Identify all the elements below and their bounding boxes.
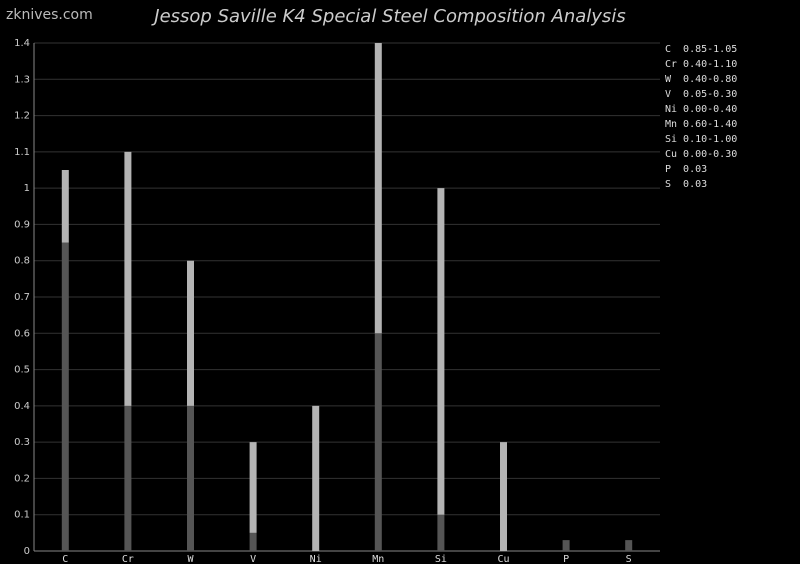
bar-low — [124, 405, 132, 551]
legend-text: Cu 0.00-0.30 — [665, 149, 737, 160]
y-tick-label: 0.1 — [14, 510, 30, 521]
y-tick-label: 0.8 — [14, 256, 30, 267]
legend-text: Cr 0.40-1.10 — [665, 59, 737, 70]
y-tick-label: 0.9 — [14, 219, 30, 230]
legend-text: W 0.40-0.80 — [665, 74, 737, 85]
legend-text: V 0.05-0.30 — [665, 89, 737, 100]
x-tick-label: Cr — [122, 554, 134, 564]
y-tick-label: 0.6 — [14, 328, 30, 339]
x-tick-label: Cu — [497, 554, 509, 564]
bar-range — [124, 151, 132, 406]
bar-low — [187, 405, 194, 551]
bar-range — [61, 170, 69, 243]
bar-low — [249, 532, 257, 551]
x-tick-label: Si — [435, 554, 447, 564]
y-tick-label: 1.1 — [14, 147, 30, 158]
watermark: zknives.com — [6, 7, 93, 23]
x-tick-label: P — [563, 554, 569, 564]
y-tick-label: 0.7 — [14, 292, 30, 303]
x-tick-label: Ni — [310, 554, 322, 564]
legend-text: Mn 0.60-1.40 — [665, 119, 737, 130]
bar-range — [249, 442, 257, 533]
bar-range — [374, 43, 382, 334]
bar-low — [625, 540, 633, 551]
y-tick-label: 0.4 — [14, 401, 30, 412]
bar-range — [312, 405, 320, 551]
bar-low — [374, 333, 382, 551]
legend-text: Si 0.10-1.00 — [665, 134, 737, 145]
x-tick-label: S — [626, 554, 632, 564]
legend-text: C 0.85-1.05 — [665, 44, 737, 55]
x-tick-label: Mn — [372, 554, 384, 564]
bar-range — [437, 188, 445, 515]
x-tick-label: C — [62, 554, 68, 564]
bar-low — [61, 242, 69, 552]
y-tick-label: 1.4 — [14, 38, 30, 49]
legend-text: Ni 0.00-0.40 — [665, 104, 737, 115]
y-tick-label: 0.5 — [14, 365, 30, 376]
y-tick-label: 0.2 — [14, 473, 30, 484]
x-tick-label: W — [187, 554, 194, 564]
chart-title: Jessop Saville K4 Special Steel Composit… — [151, 6, 625, 27]
bar-range — [187, 260, 194, 406]
y-tick-label: 1.2 — [14, 111, 30, 122]
y-tick-label: 0 — [24, 546, 30, 557]
legend-text: P 0.03 — [665, 164, 707, 175]
y-tick-label: 0.3 — [14, 437, 30, 448]
bar-low — [437, 514, 445, 551]
bar-low — [562, 540, 570, 551]
legend-text: S 0.03 — [665, 179, 707, 190]
y-tick-label: 1.3 — [14, 74, 30, 85]
bar-range — [500, 442, 507, 551]
x-tick-label: V — [250, 554, 256, 564]
y-tick-label: 1 — [24, 183, 30, 194]
